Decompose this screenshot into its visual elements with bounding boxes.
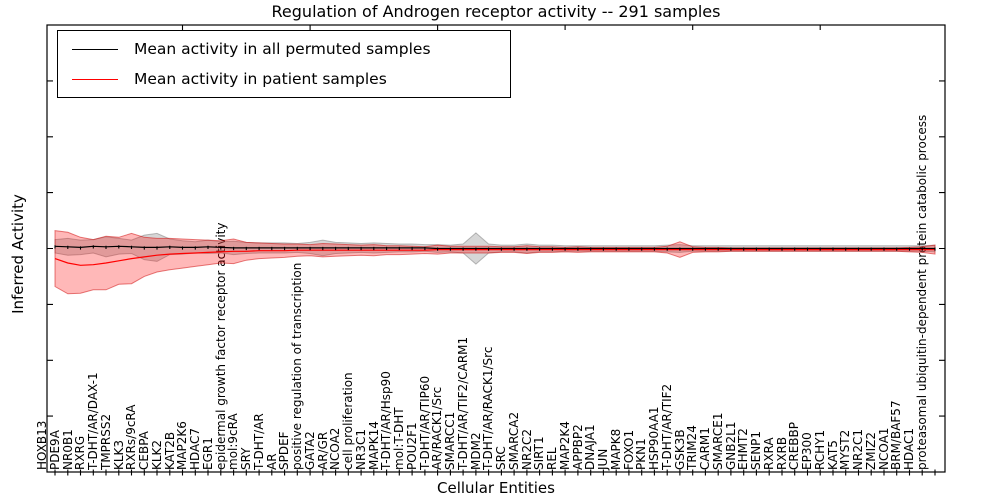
legend-label: Mean activity in all permuted samples xyxy=(134,40,431,58)
legend-item-patient: Mean activity in patient samples xyxy=(58,68,510,90)
x-tick-label: SMARCA2 xyxy=(506,411,521,470)
legend-label: Mean activity in patient samples xyxy=(134,70,387,88)
x-tick-label: KLK2 xyxy=(149,439,164,470)
x-tick-label: SMARCE1 xyxy=(710,412,725,470)
chart-title: Regulation of Androgen receptor activity… xyxy=(271,2,721,21)
band xyxy=(54,230,936,295)
x-tick-label: MAPK8 xyxy=(608,428,623,470)
mean-line xyxy=(54,245,935,250)
x-tick-label: GATA2 xyxy=(302,431,317,470)
x-tick-label: T-DHT/AR/TIF2 xyxy=(659,383,674,470)
x-tick-label: RXRA xyxy=(761,437,776,470)
x-tick-label: TMPRSS2 xyxy=(98,413,113,470)
legend-item-permuted: Mean activity in all permuted samples xyxy=(58,38,510,60)
y-axis-label: Inferred Activity xyxy=(9,194,27,314)
x-tick-label: POU2F1 xyxy=(404,422,419,470)
mean-line xyxy=(54,249,935,266)
entity-markers xyxy=(54,245,936,251)
band xyxy=(54,232,936,265)
x-tick-label: PDE9A xyxy=(47,430,62,470)
x-tick-label: proteasomal ubiquitin-dependent protein … xyxy=(915,114,929,470)
patient-line-sample xyxy=(72,78,118,80)
x-tick-label: T-DHT/AR/TIF2/CARM1 xyxy=(455,336,470,470)
x-tick-label: T-DHT/AR xyxy=(251,413,266,470)
x-tick-label: EGR1 xyxy=(200,437,215,470)
permuted-line-sample xyxy=(72,48,118,50)
x-tick-label: NR3C1 xyxy=(353,429,368,470)
x-axis-label: Cellular Entities xyxy=(437,479,555,497)
legend: Mean activity in all permuted samples Me… xyxy=(57,30,511,98)
x-tick-label: MAP2K4 xyxy=(557,421,572,470)
